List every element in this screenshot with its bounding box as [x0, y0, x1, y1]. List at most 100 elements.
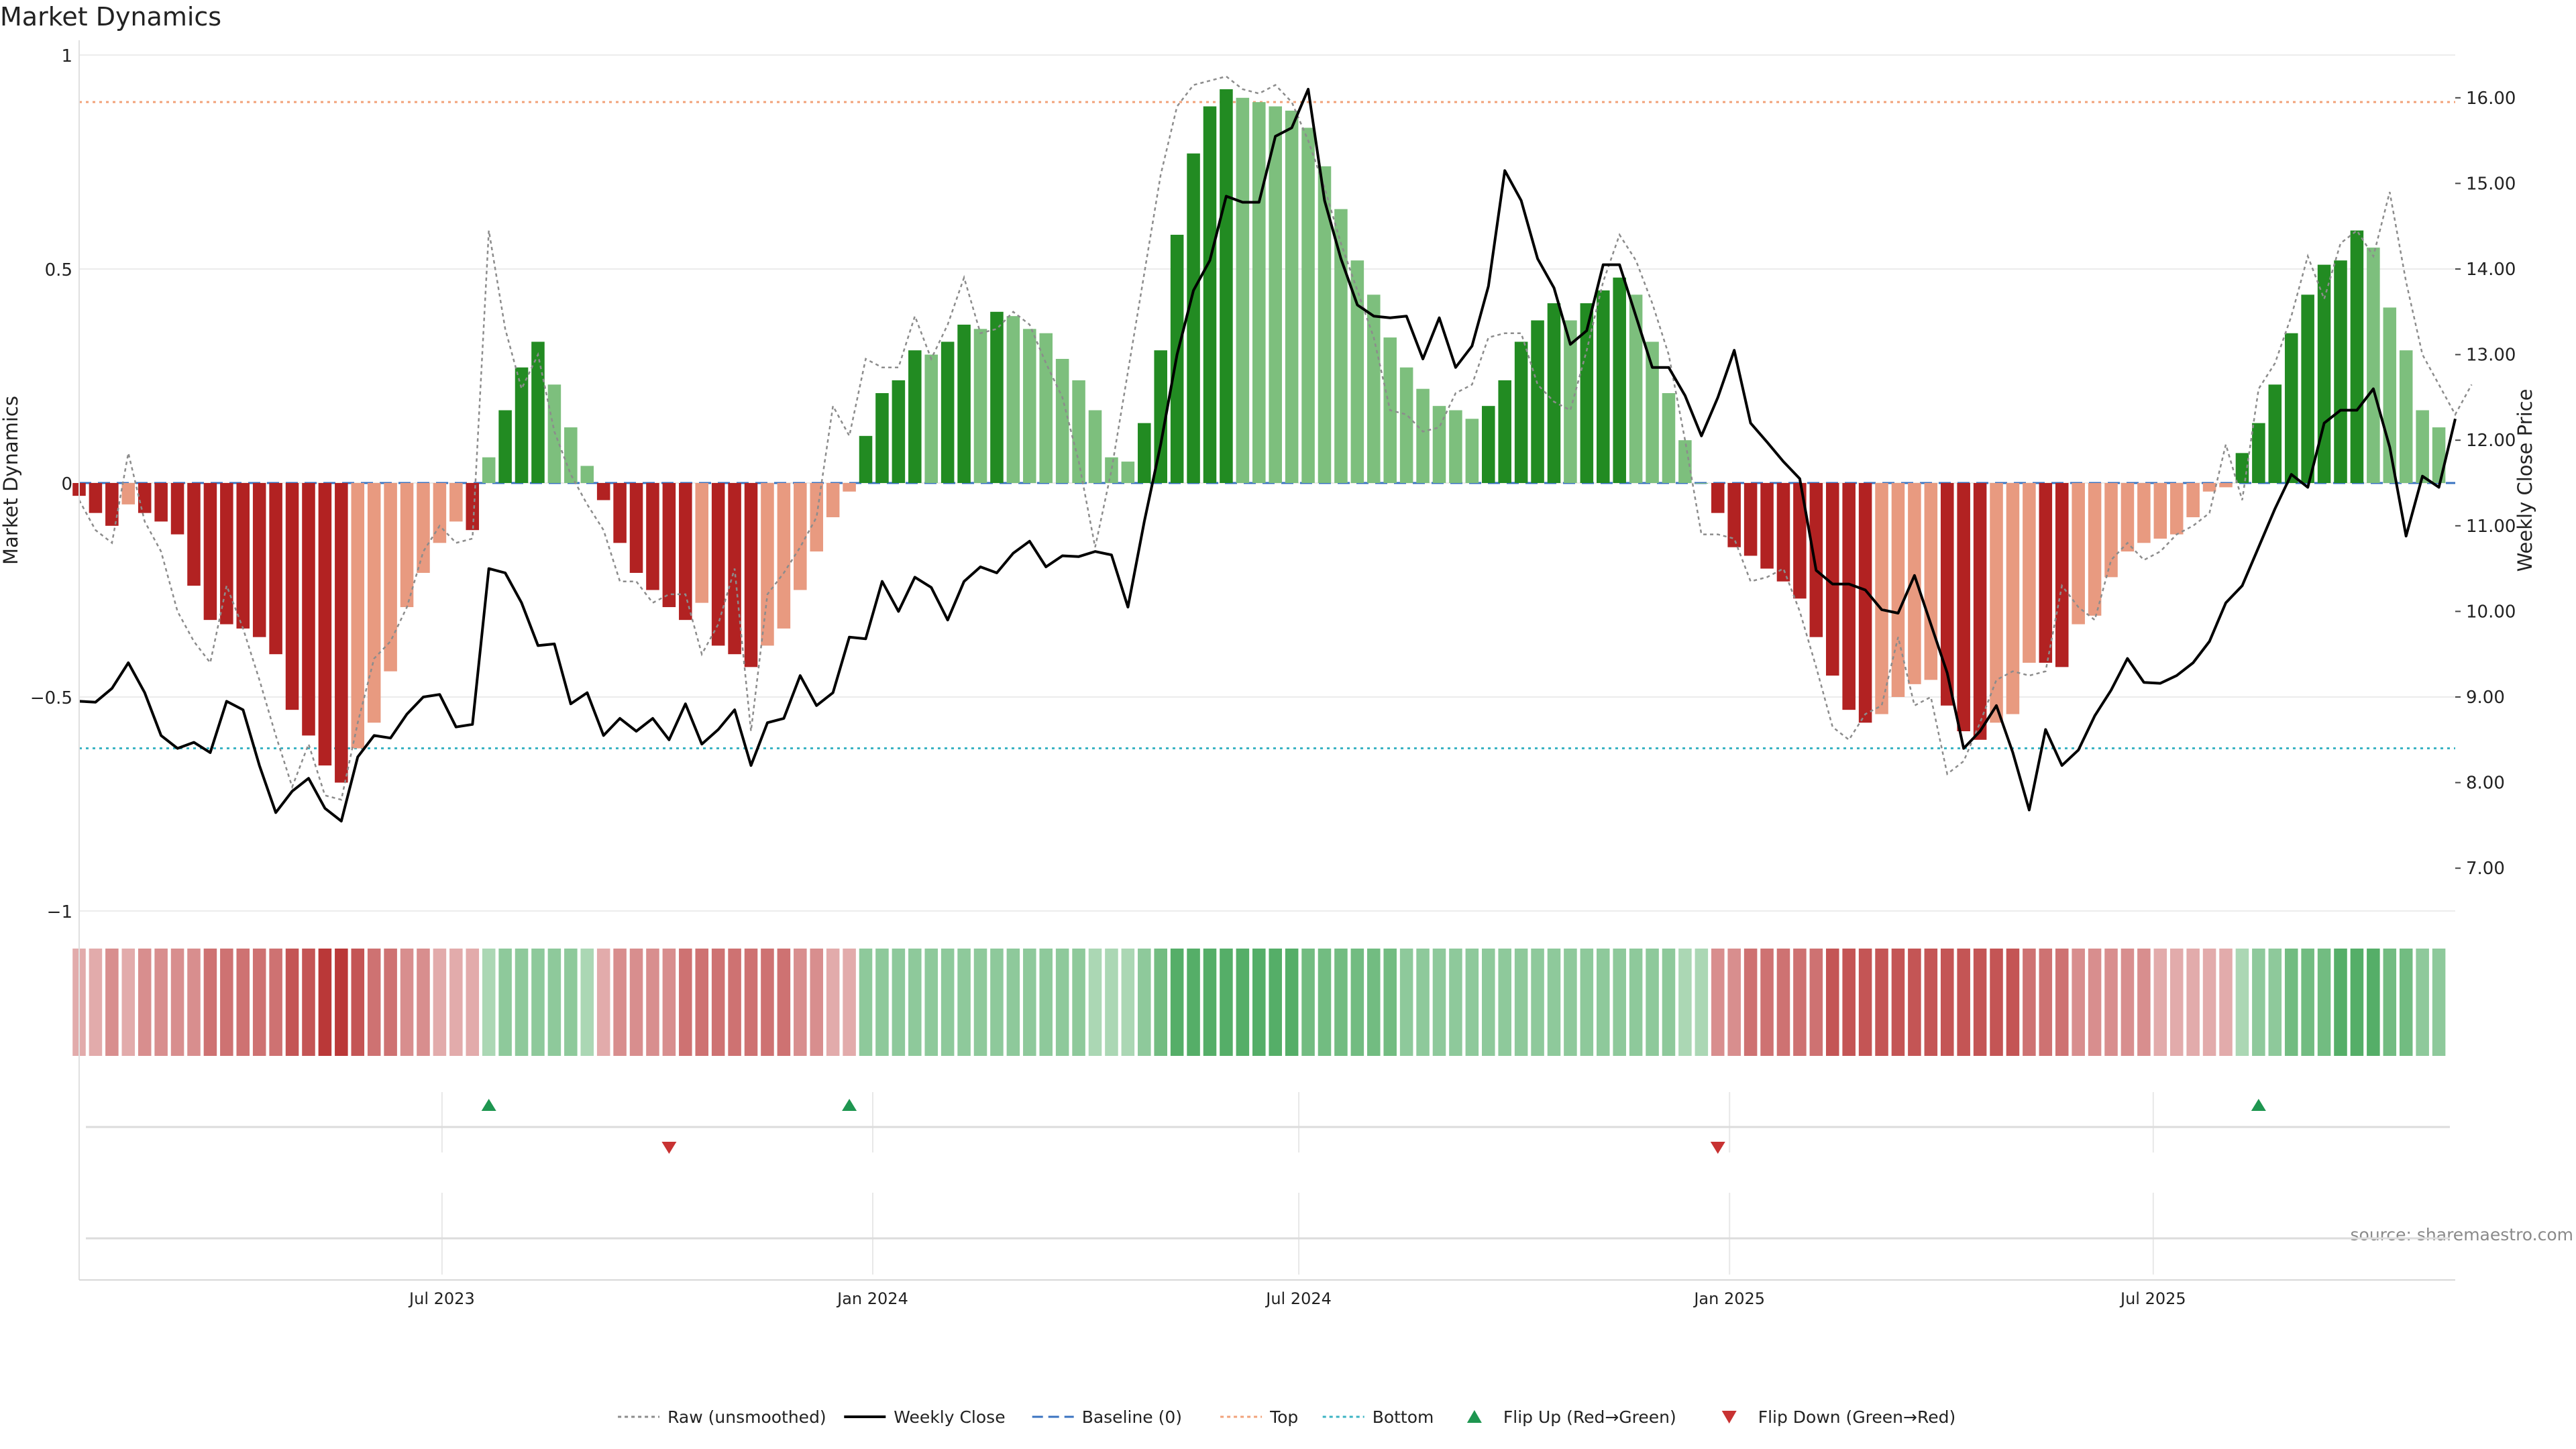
strip-cell — [1957, 949, 1970, 1056]
dynamics-bar — [596, 483, 610, 500]
dynamics-bar — [1220, 89, 1233, 484]
dynamics-bar — [121, 483, 136, 504]
x-tick-label: Jul 2025 — [2119, 1289, 2186, 1308]
strip-cell — [1203, 949, 1217, 1056]
dynamics-bar — [1482, 406, 1495, 483]
legend-label: Top — [1269, 1407, 1298, 1427]
flip-up-marker — [842, 1099, 857, 1111]
strip-cell — [1695, 949, 1709, 1056]
dynamics-bar — [924, 354, 938, 483]
dynamics-bar — [351, 483, 365, 749]
dynamics-bar — [1809, 483, 1823, 637]
strip-cell — [1252, 949, 1266, 1056]
dynamics-bar — [252, 483, 266, 637]
strip-cell — [1990, 949, 2003, 1056]
dynamics-bar — [777, 483, 791, 629]
dynamics-bar — [2301, 294, 2314, 483]
dynamics-bar — [105, 483, 119, 526]
dynamics-bar — [2399, 350, 2413, 483]
dynamics-bar — [613, 483, 627, 543]
dynamics-bar — [1957, 483, 1970, 732]
strip-cell — [1613, 949, 1626, 1056]
strip-cell — [613, 949, 627, 1056]
gridlines — [79, 54, 2455, 1275]
strip-cell — [2416, 949, 2429, 1056]
legend: Raw (unsmoothed) Weekly Close Baseline (0)… — [618, 1407, 1955, 1427]
strip-cell — [154, 949, 168, 1056]
y-right-tick-label: 7.00 — [2466, 859, 2505, 879]
dynamics-bar — [2006, 483, 2020, 714]
strip-cell — [924, 949, 938, 1056]
dynamics-bar — [1138, 423, 1151, 483]
strip-cell — [1055, 949, 1069, 1056]
strip-cell — [89, 949, 103, 1056]
strip-cell — [580, 949, 594, 1056]
strip-cell — [1072, 949, 1085, 1056]
dynamics-bar — [843, 483, 856, 492]
strip-cell — [220, 949, 233, 1056]
dynamics-bar — [1629, 294, 1643, 483]
strip-cell — [1727, 949, 1741, 1056]
legend-label: Flip Down (Green→Red) — [1758, 1407, 1956, 1427]
y-tick-label: −1 — [47, 902, 72, 922]
dynamics-bar — [1514, 341, 1528, 483]
strip-cell — [1580, 949, 1594, 1056]
y-tick-label: 0.5 — [45, 260, 72, 280]
strip-cell — [1531, 949, 1544, 1056]
dynamics-bar — [2137, 483, 2151, 543]
strip-cell — [1908, 949, 1921, 1056]
strip-cell — [957, 949, 971, 1056]
strip-cell — [384, 949, 397, 1056]
strip-cell — [2023, 949, 2036, 1056]
strip-cell — [236, 949, 250, 1056]
strip-cell — [121, 949, 136, 1056]
dynamics-bar — [810, 483, 824, 552]
strip-cell — [2399, 949, 2413, 1056]
y-right-tick-label: 10.00 — [2466, 602, 2516, 622]
strip-cell — [252, 949, 266, 1056]
strip-cell — [1825, 949, 1839, 1056]
strip-cell — [302, 949, 315, 1056]
dynamics-bar — [1564, 320, 1577, 483]
strip-cell — [417, 949, 430, 1056]
dynamics-bar — [695, 483, 709, 603]
dynamics-bar — [1154, 350, 1167, 483]
legend-label: Weekly Close — [894, 1407, 1005, 1427]
strip-cell — [1088, 949, 1102, 1056]
dynamics-bar — [794, 483, 807, 590]
dynamics-bar — [875, 393, 889, 483]
strip-cell — [1383, 949, 1397, 1056]
dynamics-bar — [1121, 462, 1135, 483]
dynamics-bar — [2104, 483, 2118, 578]
dynamics-bar — [2252, 423, 2265, 483]
strip-cell — [449, 949, 463, 1056]
strip-cell — [1564, 949, 1577, 1056]
strip-cell — [2169, 949, 2184, 1056]
y-axis-label-right: Weekly Close Price — [2514, 389, 2536, 572]
dynamics-bar — [679, 483, 692, 621]
strip-cell — [367, 949, 381, 1056]
strip-cell — [646, 949, 659, 1056]
dynamics-bar — [580, 466, 594, 483]
dynamics-bar — [1187, 153, 1200, 484]
dynamics-bar — [1449, 410, 1462, 483]
strip-cell — [662, 949, 676, 1056]
strip-cell — [187, 949, 201, 1056]
dynamics-bar — [1531, 320, 1544, 483]
dynamics-bar — [498, 410, 512, 483]
strip-cell — [859, 949, 873, 1056]
dynamics-bar — [1924, 483, 1938, 680]
dynamics-bar — [2268, 384, 2282, 483]
dynamics-bar — [761, 483, 774, 646]
dynamics-bar — [89, 483, 103, 513]
strip-cell — [2268, 949, 2282, 1056]
dynamics-bar — [662, 483, 676, 608]
strip-cell — [318, 949, 332, 1056]
strip-cell — [2301, 949, 2314, 1056]
dynamics-bar — [2334, 260, 2347, 483]
dynamics-bar — [1678, 440, 1692, 483]
dynamics-bar — [1252, 102, 1266, 483]
dynamics-bar — [203, 483, 217, 621]
dynamics-bar — [433, 483, 447, 543]
